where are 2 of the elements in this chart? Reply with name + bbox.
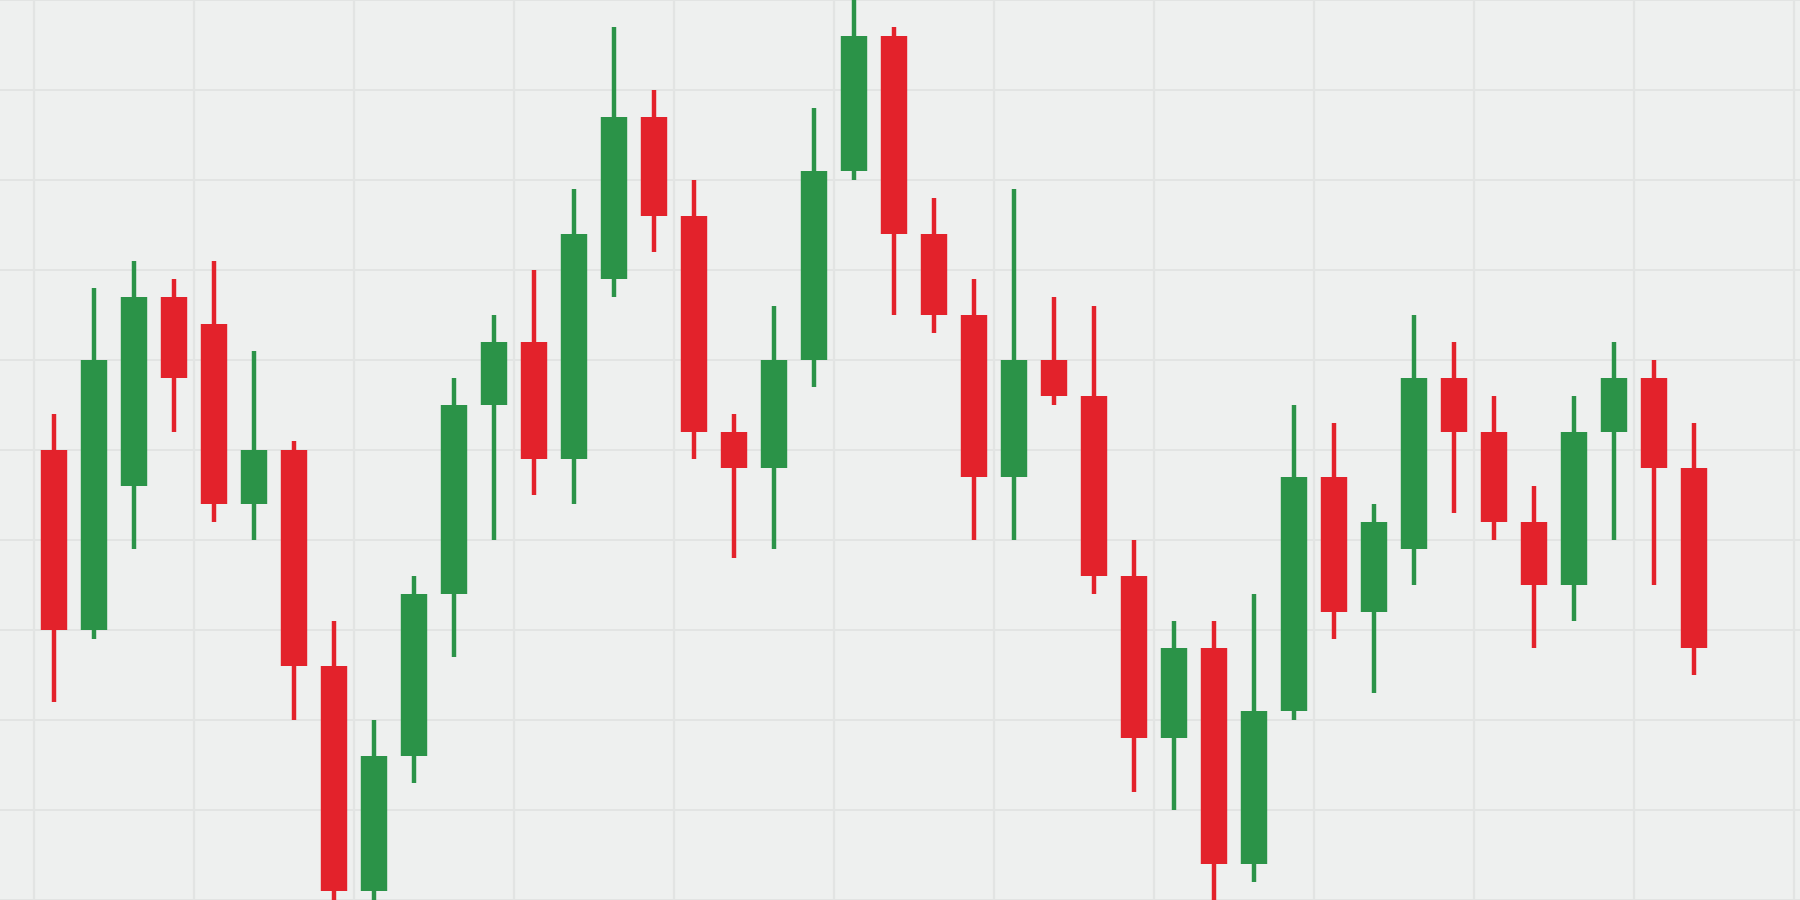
candlestick <box>720 411 748 561</box>
candlestick <box>1040 294 1068 408</box>
